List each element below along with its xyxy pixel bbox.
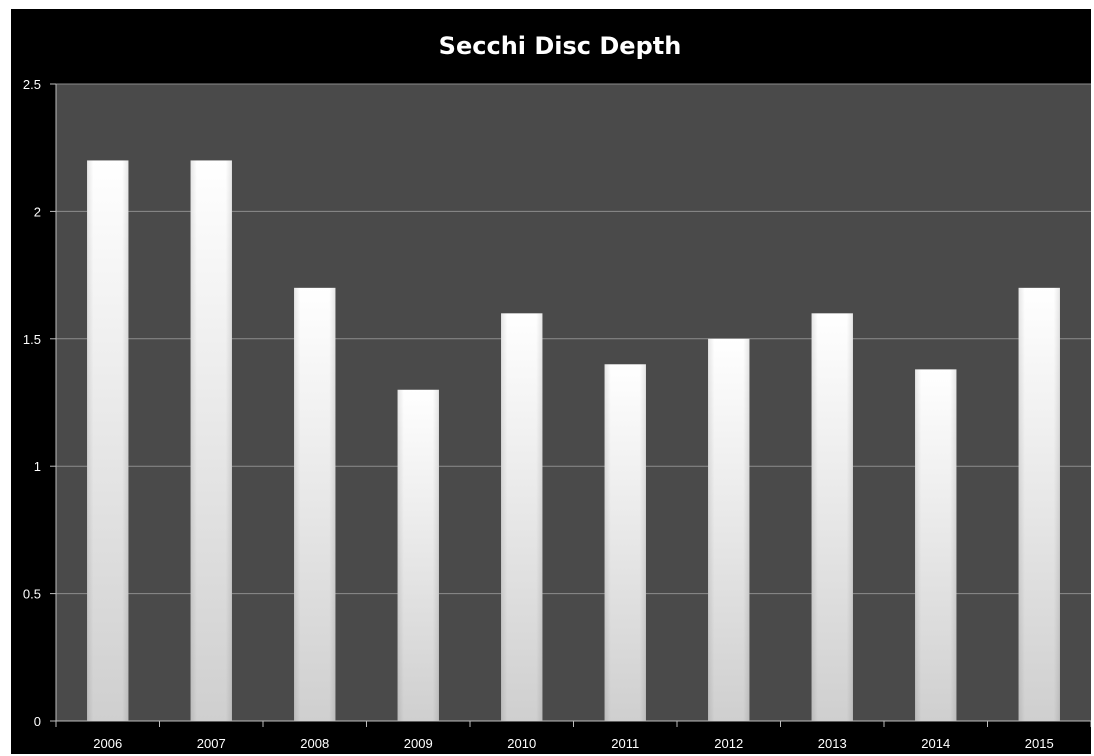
bar-shading	[190, 160, 232, 721]
bar-shading	[604, 364, 646, 721]
bar-shading	[294, 287, 336, 721]
y-tick-label: 1	[34, 459, 41, 474]
x-tick-labels: 2006 2007 2008 2009 2010 2011 2012 2013 2014 2015	[93, 736, 1053, 751]
x-tick-label: 2011	[611, 736, 639, 751]
x-tick-label: 2009	[404, 736, 433, 751]
y-tick-label: 2	[34, 204, 41, 219]
bar-shading	[708, 338, 750, 721]
bar-2009	[397, 389, 439, 721]
x-tick-label: 2007	[197, 736, 226, 751]
bar-shading	[915, 369, 957, 721]
x-tick-label: 2008	[300, 736, 329, 751]
bar-2006	[87, 160, 129, 721]
y-tick-label: 0	[34, 714, 41, 729]
chart-title: Secchi Disc Depth	[439, 32, 682, 60]
bar-chart: Secchi Disc Depth 00.511.522.5 2006 2007 2…	[23, 32, 1091, 751]
bars	[87, 160, 1060, 721]
x-tick-label: 2015	[1025, 736, 1054, 751]
bar-2007	[190, 160, 232, 721]
y-tick-label: 1.5	[23, 332, 41, 347]
y-tick-label: 0.5	[23, 587, 41, 602]
x-tick-label: 2006	[93, 736, 122, 751]
bar-shading	[397, 389, 439, 721]
bar-shading	[1018, 287, 1060, 721]
x-tick-label: 2014	[921, 736, 950, 751]
x-tick-label: 2012	[714, 736, 743, 751]
y-tick-labels: 0 0.5 1 1.5 2 2.5	[23, 77, 41, 729]
bar-2012	[708, 338, 750, 721]
bar-2008	[294, 287, 336, 721]
bar-2010	[501, 313, 543, 721]
bar-shading	[501, 313, 543, 721]
bar-2014	[915, 369, 957, 721]
chart-frame: Secchi Disc Depth 0 0.5 1 1.5 2 2.5 2006 2007 2…	[11, 9, 1091, 754]
y-tick-label: 2.5	[23, 77, 41, 92]
bar-2011	[604, 364, 646, 721]
x-tick-label: 2010	[507, 736, 536, 751]
bar-2015	[1018, 287, 1060, 721]
x-tick-label: 2013	[818, 736, 847, 751]
bar-shading	[811, 313, 853, 721]
bar-shading	[87, 160, 129, 721]
bar-2013	[811, 313, 853, 721]
